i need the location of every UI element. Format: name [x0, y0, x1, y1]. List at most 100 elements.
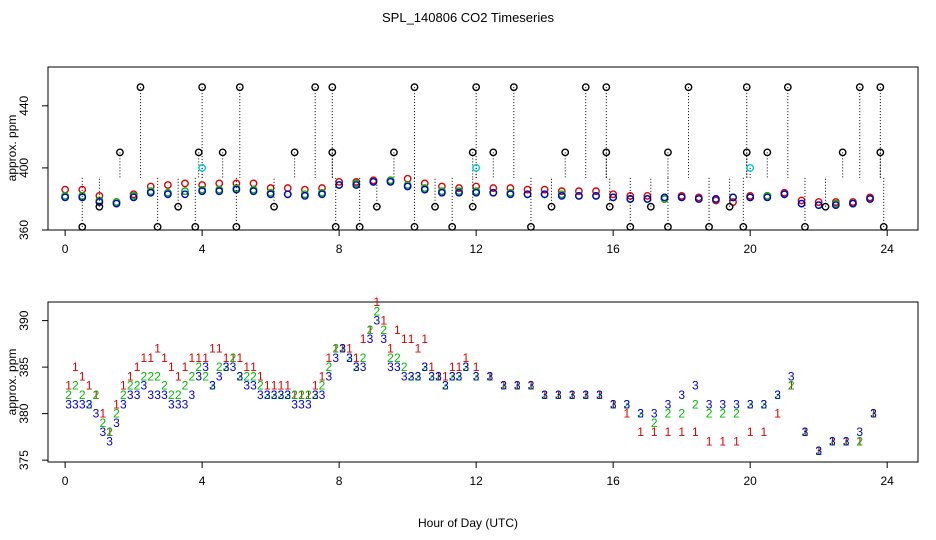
- series-1-mark: 1: [134, 360, 141, 374]
- series-3-point: [352, 181, 361, 189]
- series-1-mark: 1: [319, 369, 326, 383]
- flag-point: [232, 222, 241, 231]
- series-3-mark: 3: [346, 351, 353, 365]
- series-2-mark: 2: [216, 360, 223, 374]
- series-3-mark: 3: [719, 397, 726, 411]
- flag-point: [355, 222, 364, 231]
- flag-point: [602, 148, 611, 157]
- flag-point: [547, 202, 556, 211]
- series-3-point: [797, 199, 806, 208]
- series-1-mark: 1: [788, 379, 795, 393]
- series-1-mark: 1: [555, 388, 562, 402]
- series-3-mark: 3: [815, 444, 822, 458]
- flag-point: [468, 202, 477, 211]
- series-3-mark: 3: [223, 360, 230, 374]
- flag-point: [372, 202, 381, 211]
- series-2-mark: 2: [435, 369, 442, 383]
- series-2-mark: 2: [120, 388, 127, 402]
- x-tick-label: 8: [336, 242, 343, 256]
- series-2-mark: 2: [161, 379, 168, 393]
- series-1-mark: 1: [141, 351, 148, 365]
- bottom-x-ticks: 0 4 8 12 16 20 24: [62, 461, 894, 488]
- flag-point: [328, 83, 337, 92]
- flag-point: [410, 83, 419, 92]
- series-1-mark: 1: [435, 369, 442, 383]
- series-3-mark: 3: [332, 351, 339, 365]
- flag-point: [198, 164, 207, 172]
- series-1-point: [181, 179, 189, 188]
- series-3-mark: 3: [79, 397, 86, 411]
- series-2-mark: 2: [127, 379, 134, 393]
- series-1-mark: 1: [843, 435, 850, 449]
- series-3-mark: 3: [596, 388, 603, 402]
- series-1-mark: 1: [326, 351, 333, 365]
- series-2-mark: 2: [665, 407, 672, 421]
- series-3-mark: 3: [189, 388, 196, 402]
- series-1-mark: 1: [189, 351, 196, 365]
- series-2-mark: 2: [733, 407, 740, 421]
- series-2-mark: 2: [264, 388, 271, 402]
- series-2-mark: 2: [250, 369, 257, 383]
- series-3-point: [849, 199, 857, 208]
- series-1-mark: 1: [473, 360, 480, 374]
- series-3-mark: 3: [236, 369, 243, 383]
- y-tick-label: 385: [17, 357, 31, 377]
- series-3-mark: 3: [843, 435, 850, 449]
- flag-point: [290, 148, 299, 157]
- series-2-mark: 2: [394, 351, 401, 365]
- series-1-mark: 1: [541, 388, 548, 402]
- x-tick-label: 20: [743, 474, 757, 488]
- series-1-mark: 1: [113, 397, 120, 411]
- flag-point: [838, 148, 847, 157]
- series-3-point: [523, 190, 532, 199]
- series-3-point: [437, 188, 446, 197]
- series-3-point: [300, 191, 309, 200]
- series-3-mark: 3: [264, 388, 271, 402]
- series-3-point: [455, 188, 463, 197]
- x-tick-label: 24: [880, 242, 894, 256]
- series-3-mark: 3: [175, 397, 182, 411]
- series-2-mark: 2: [829, 435, 836, 449]
- series-3-mark: 3: [319, 388, 326, 402]
- flag-point: [468, 148, 477, 157]
- series-3-point: [506, 190, 515, 199]
- series-1-point: [797, 196, 806, 205]
- series-3-point: [146, 188, 155, 197]
- series-1-mark: 1: [774, 407, 781, 421]
- series-3-mark: 3: [733, 397, 740, 411]
- series-3-mark: 3: [127, 388, 134, 402]
- flag-point: [78, 222, 87, 231]
- series-3-mark: 3: [555, 388, 562, 402]
- series-3-mark: 3: [161, 388, 168, 402]
- series-2-mark: 2: [346, 351, 353, 365]
- series-3-mark: 3: [230, 360, 237, 374]
- series-2-mark: 2: [380, 323, 387, 337]
- series-1-mark: 1: [86, 379, 93, 393]
- series-1-mark: 1: [582, 388, 589, 402]
- series-2-mark: 2: [428, 369, 435, 383]
- series-3-mark: 3: [72, 397, 79, 411]
- series-1-mark: 1: [195, 351, 202, 365]
- series-2-mark: 2: [456, 369, 463, 383]
- series-1-point: [489, 184, 498, 192]
- series-1-mark: 1: [856, 435, 863, 449]
- series-1-mark: 1: [332, 342, 339, 356]
- series-2-mark: 2: [706, 407, 713, 421]
- series-3-point: [215, 187, 224, 196]
- series-3-point: [386, 177, 395, 186]
- series-1-mark: 1: [346, 342, 353, 356]
- series-2-mark: 2: [86, 397, 93, 411]
- series-2-mark: 2: [154, 369, 161, 383]
- flag-point: [876, 83, 885, 92]
- series-3-mark: 3: [456, 369, 463, 383]
- series-2-mark: 2: [278, 388, 285, 402]
- series-3-point: [335, 181, 344, 189]
- series-3-mark: 3: [209, 379, 216, 393]
- series-1-mark: 1: [678, 425, 685, 439]
- flag-point: [602, 83, 611, 92]
- series-1-point: [523, 185, 532, 194]
- series-1-mark: 1: [394, 323, 401, 337]
- series-1-mark: 1: [223, 351, 230, 365]
- series-3-mark: 3: [326, 369, 333, 383]
- series-1-mark: 1: [706, 435, 713, 449]
